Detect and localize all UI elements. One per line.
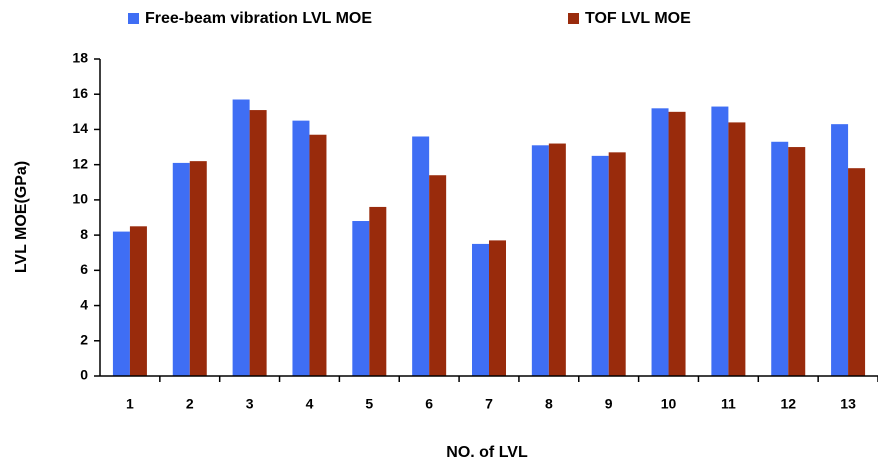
bar bbox=[831, 124, 849, 377]
bar bbox=[771, 141, 789, 376]
bar bbox=[668, 111, 686, 376]
x-tick-label: 7 bbox=[485, 396, 493, 412]
bar bbox=[711, 106, 729, 377]
bar bbox=[848, 168, 866, 376]
bar bbox=[591, 155, 609, 376]
y-tick-label: 12 bbox=[72, 155, 88, 171]
x-tick-label: 10 bbox=[661, 396, 677, 412]
y-tick-label: 16 bbox=[72, 85, 88, 101]
bar bbox=[728, 122, 746, 377]
y-tick-label: 14 bbox=[72, 120, 88, 136]
bar bbox=[232, 99, 250, 376]
bar bbox=[292, 120, 310, 376]
x-tick-label: 8 bbox=[545, 396, 553, 412]
y-tick-label: 0 bbox=[80, 367, 88, 383]
x-axis-label: NO. of LVL bbox=[446, 444, 528, 461]
x-tick-label: 3 bbox=[246, 396, 254, 412]
x-tick-label: 6 bbox=[425, 396, 433, 412]
x-tick-label: 9 bbox=[605, 396, 613, 412]
bar bbox=[369, 206, 387, 376]
bar bbox=[412, 136, 430, 376]
bar bbox=[352, 221, 370, 376]
bar bbox=[309, 134, 327, 376]
x-tick-label: 4 bbox=[306, 396, 314, 412]
legend-swatch bbox=[568, 13, 579, 24]
bar bbox=[249, 110, 267, 377]
x-tick-label: 1 bbox=[126, 396, 134, 412]
bar bbox=[129, 226, 147, 376]
bar bbox=[429, 175, 447, 376]
x-tick-label: 12 bbox=[780, 396, 796, 412]
y-tick-label: 18 bbox=[72, 50, 88, 66]
bar bbox=[531, 145, 549, 376]
x-tick-label: 5 bbox=[365, 396, 373, 412]
y-axis-label: LVL MOE(GPa) bbox=[13, 161, 30, 273]
y-tick-label: 6 bbox=[80, 261, 88, 277]
legend-swatch bbox=[128, 13, 139, 24]
y-tick-label: 4 bbox=[80, 296, 88, 312]
y-tick-label: 10 bbox=[72, 191, 88, 207]
bar bbox=[172, 162, 190, 376]
bar bbox=[189, 161, 207, 376]
x-tick-label: 11 bbox=[721, 396, 736, 412]
x-tick-label: 13 bbox=[840, 396, 856, 412]
bar bbox=[472, 243, 489, 376]
legend-label: Free-beam vibration LVL MOE bbox=[145, 10, 372, 27]
bar bbox=[112, 231, 130, 376]
y-tick-label: 8 bbox=[80, 226, 88, 242]
bar bbox=[651, 108, 669, 377]
bar bbox=[788, 147, 806, 376]
bar bbox=[608, 152, 626, 376]
y-tick-label: 2 bbox=[80, 331, 88, 347]
bar bbox=[489, 240, 506, 376]
x-tick-label: 2 bbox=[186, 396, 194, 412]
bar bbox=[548, 143, 566, 376]
legend-label: TOF LVL MOE bbox=[585, 10, 691, 27]
